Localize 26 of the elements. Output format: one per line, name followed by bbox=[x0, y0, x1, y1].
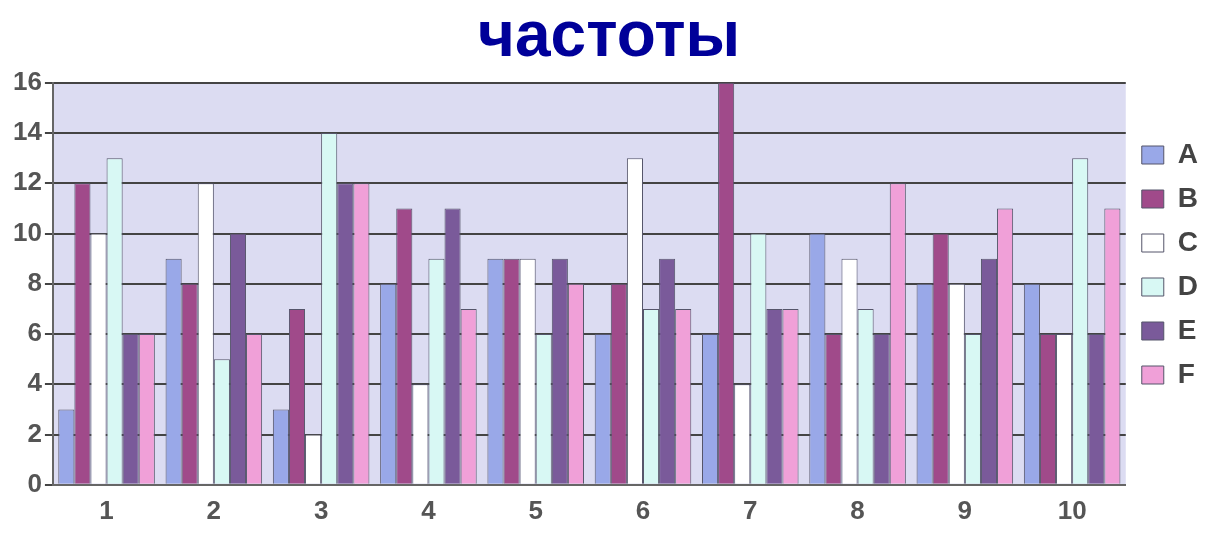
x-tick-label: 5 bbox=[528, 494, 543, 525]
y-tick-label: 8 bbox=[27, 266, 42, 297]
legend-label: C bbox=[1177, 225, 1199, 257]
x-tick-label: 4 bbox=[421, 494, 437, 525]
x-tick-label: 3 bbox=[313, 494, 329, 525]
y-tick-label: 10 bbox=[13, 216, 42, 247]
y-tick-label: 2 bbox=[27, 417, 42, 448]
x-tick-label: 10 bbox=[1057, 494, 1087, 525]
x-tick-label: 8 bbox=[850, 494, 865, 525]
y-tick-label: 16 bbox=[13, 65, 42, 96]
legend-label: B bbox=[1177, 181, 1199, 213]
x-tick-label: 2 bbox=[206, 494, 222, 525]
x-tick-label: 7 bbox=[743, 494, 758, 525]
y-tick-label: 12 bbox=[13, 166, 42, 197]
x-tick-label: 6 bbox=[635, 494, 651, 525]
y-tick-label: 4 bbox=[27, 367, 43, 398]
y-tick-label: 6 bbox=[27, 317, 42, 348]
x-tick-label: 9 bbox=[957, 494, 973, 525]
legend-label: E bbox=[1177, 313, 1197, 345]
chart-title: частоты bbox=[477, 0, 741, 71]
legend-label: F bbox=[1177, 357, 1195, 389]
y-tick-label: 14 bbox=[13, 116, 43, 147]
legend-label: A bbox=[1177, 137, 1199, 169]
y-tick-label: 0 bbox=[27, 467, 42, 498]
legend-label: D bbox=[1177, 269, 1199, 301]
x-tick-label: 1 bbox=[99, 494, 114, 525]
